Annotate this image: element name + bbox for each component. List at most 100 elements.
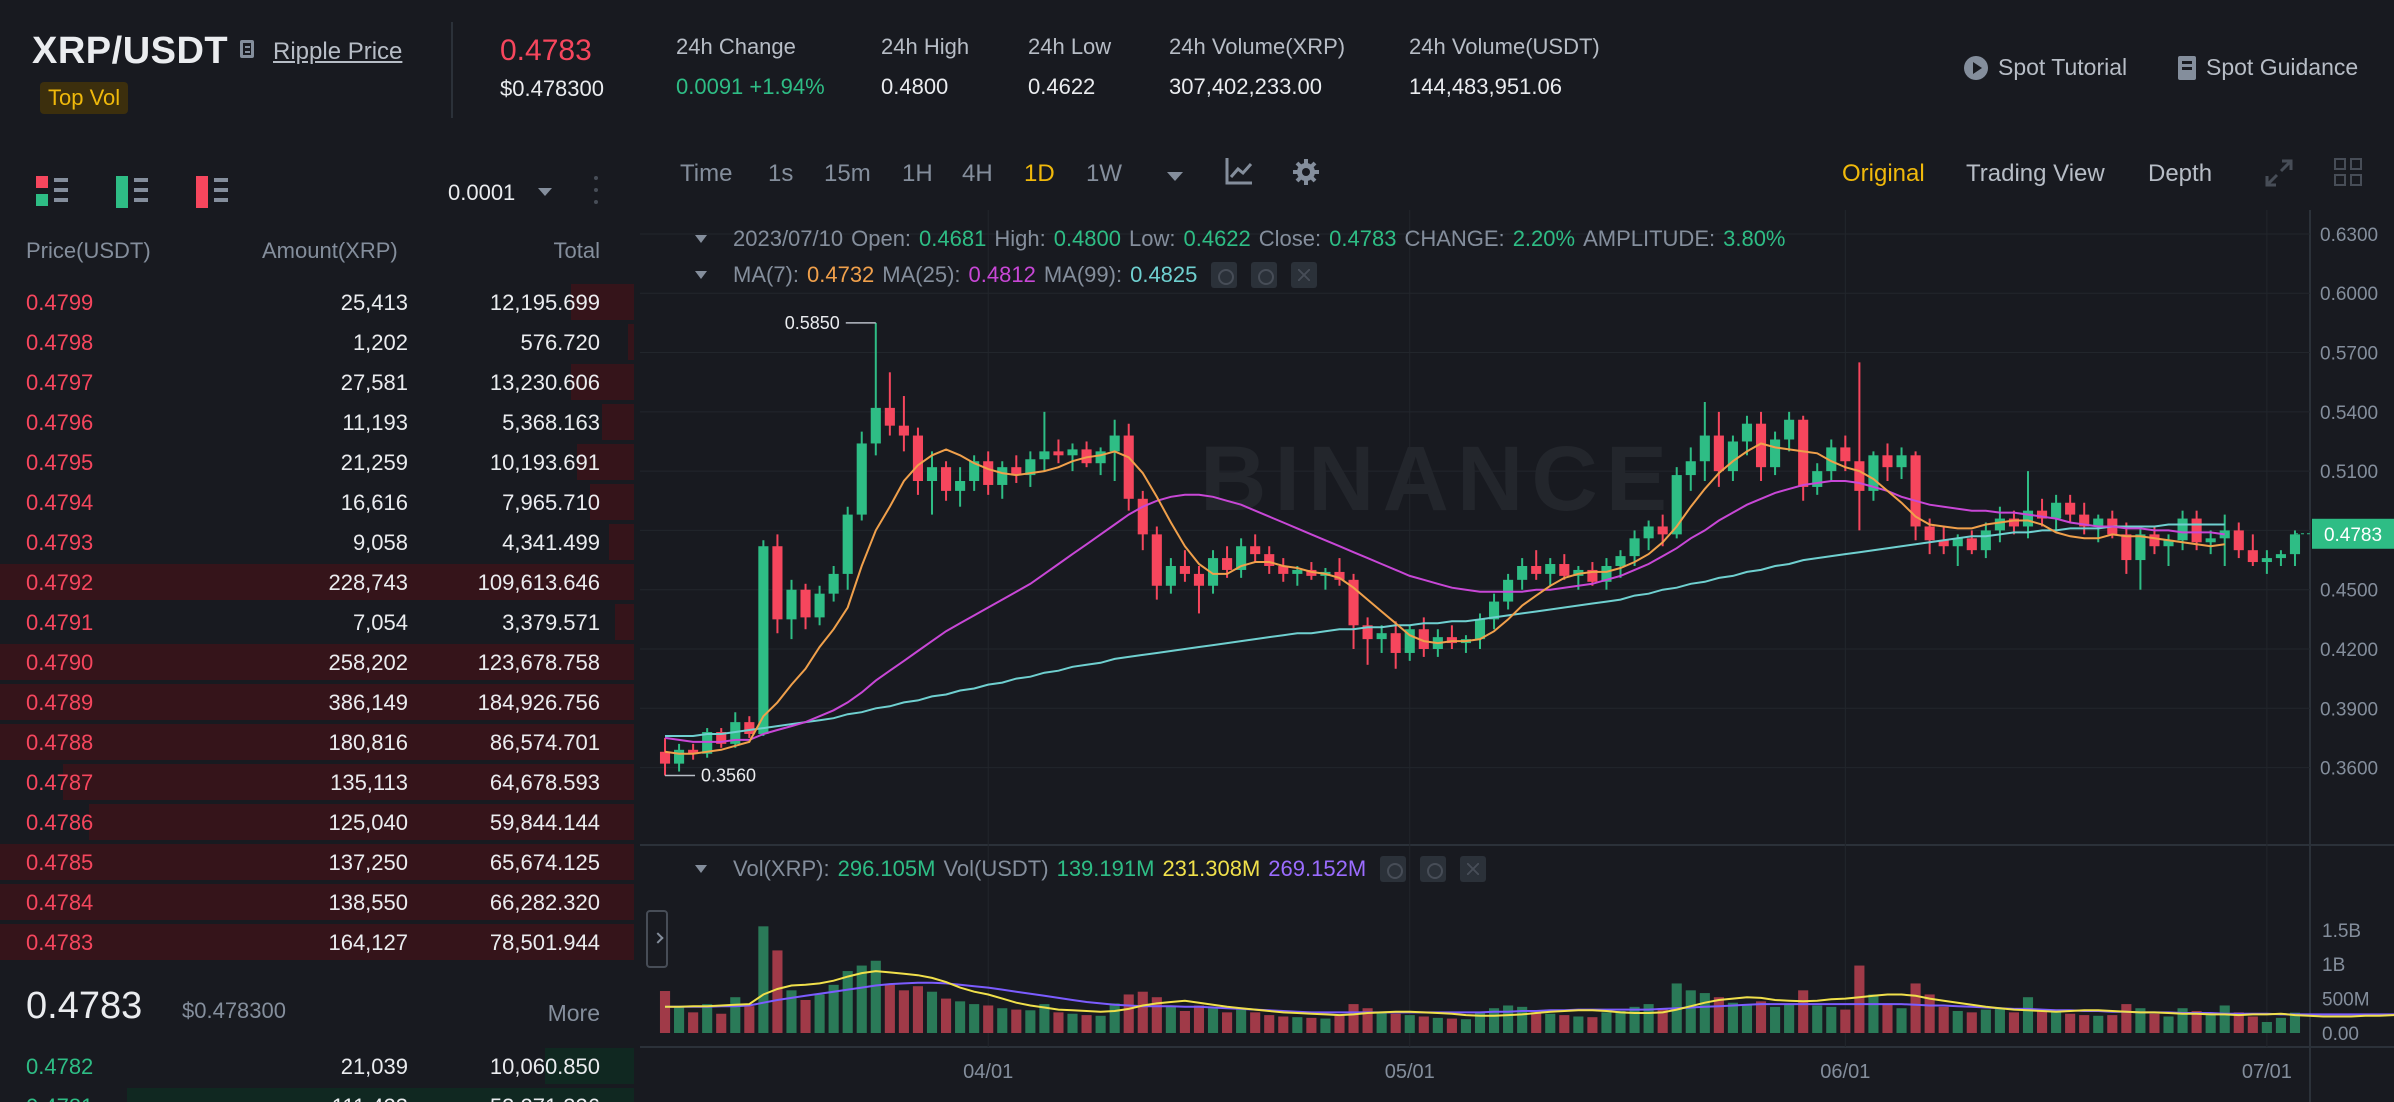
close-icon[interactable] <box>1291 262 1318 288</box>
ask-row[interactable]: 0.4784 138,550 66,282.320 <box>0 882 634 922</box>
candle-body <box>1334 571 1345 580</box>
ask-price: 0.4788 <box>26 730 94 755</box>
candle-body <box>912 435 924 482</box>
ask-total: 13,230.606 <box>489 370 600 395</box>
volume-bar <box>2121 1004 2132 1033</box>
volume-bar <box>2008 1012 2020 1033</box>
ask-price: 0.4798 <box>26 330 94 355</box>
ask-row[interactable]: 0.4791 7,054 3,379.571 <box>0 602 634 642</box>
interval-tab-1s[interactable]: 1s <box>768 160 794 187</box>
depth-bar <box>0 884 634 920</box>
view-tab-depth[interactable]: Depth <box>2148 160 2213 187</box>
ask-total: 109,613.646 <box>477 570 600 595</box>
interval-tab-1d[interactable]: 1D <box>1024 160 1055 187</box>
ask-row[interactable]: 0.4799 25,413 12,195.699 <box>0 282 634 322</box>
stat-24h-volume-usdt: 24h Volume(USDT) 144,483,951.06 <box>1409 34 1600 100</box>
interval-tab-1h[interactable]: 1H <box>902 160 933 187</box>
candle-body <box>1615 556 1626 566</box>
ask-row[interactable]: 0.4793 9,058 4,341.499 <box>0 522 634 562</box>
eye-icon[interactable] <box>1211 262 1238 288</box>
candle-body <box>842 514 853 574</box>
candle-body <box>1165 565 1176 586</box>
chevron-down-icon[interactable] <box>695 271 707 279</box>
ask-row[interactable]: 0.4794 16,616 7,965.710 <box>0 482 634 522</box>
high-label: High: <box>994 226 1046 251</box>
close-icon[interactable] <box>1460 856 1487 882</box>
volume-bar <box>1165 1006 1176 1033</box>
depth-bar <box>602 404 634 440</box>
ripple-price-link[interactable]: Ripple Price <box>273 38 403 65</box>
ask-row[interactable]: 0.4783 164,127 78,501.944 <box>0 922 634 962</box>
ask-row[interactable]: 0.4798 1,202 576.720 <box>0 322 634 362</box>
settings-gear-icon[interactable] <box>1292 158 1320 186</box>
orderbook-both-view-icon[interactable] <box>36 176 68 208</box>
more-options-icon[interactable] <box>594 176 598 180</box>
ask-total: 66,282.320 <box>489 890 600 915</box>
ask-row[interactable]: 0.4796 11,193 5,368.163 <box>0 402 634 442</box>
orderbook-asks-view-icon[interactable] <box>196 176 228 208</box>
eye-icon[interactable] <box>1380 856 1407 882</box>
volume-bar <box>1601 1012 1612 1033</box>
orderbook-bids-view-icon[interactable] <box>116 176 148 208</box>
ask-row[interactable]: 0.4786 125,040 59,844.144 <box>0 802 634 842</box>
ask-row[interactable]: 0.4785 137,250 65,674.125 <box>0 842 634 882</box>
volume-info-line: Vol(XRP): 296.105M Vol(USDT) 139.191M 231.… <box>695 856 1487 882</box>
layout-grid-icon[interactable] <box>2334 158 2364 188</box>
volume-bar <box>659 991 671 1033</box>
volume-bar <box>2079 1015 2090 1033</box>
ask-row[interactable]: 0.4788 180,816 86,574.701 <box>0 722 634 762</box>
bid-row[interactable]: 0.4782 21,039 10,060.850 <box>0 1046 634 1086</box>
candle-body <box>1348 579 1359 626</box>
volume-bar <box>1067 1013 1078 1033</box>
interval-tab-1w[interactable]: 1W <box>1086 160 1122 187</box>
fullscreen-icon[interactable] <box>2264 158 2294 188</box>
low-marker-label: 0.3560 <box>701 765 756 785</box>
depth-bar <box>628 324 634 360</box>
volume-bar <box>786 990 797 1033</box>
more-link[interactable]: More <box>547 1000 600 1026</box>
gear-icon[interactable] <box>1420 856 1447 882</box>
top-vol-badge: Top Vol <box>40 82 129 114</box>
spot-guidance-button[interactable]: Spot Guidance <box>2178 54 2358 81</box>
interval-tab-time[interactable]: Time <box>680 160 733 187</box>
ask-row[interactable]: 0.4787 135,113 64,678.593 <box>0 762 634 802</box>
candle-body <box>1193 573 1205 586</box>
interval-tab-4h[interactable]: 4H <box>962 160 993 187</box>
change-value: 2.20% <box>1512 226 1576 251</box>
kline-chart[interactable]: 0.6300 0.6000 0.5700 0.5400 0.5100 0.4800 0.45… <box>640 210 2394 1102</box>
ask-row[interactable]: 0.4789 386,149 184,926.756 <box>0 682 634 722</box>
volume-bar <box>1882 1004 1893 1033</box>
chevron-down-icon[interactable] <box>695 235 707 243</box>
candle-body <box>1390 633 1401 653</box>
volume-bar <box>1376 1012 1387 1033</box>
document-icon[interactable] <box>240 40 254 58</box>
volume-bar <box>969 1004 980 1033</box>
ask-row[interactable]: 0.4792 228,743 109,613.646 <box>0 562 634 602</box>
indicator-icon[interactable] <box>1224 156 1254 186</box>
view-tab-trading-view[interactable]: Trading View <box>1966 160 2105 187</box>
bid-row[interactable]: 0.4781 111,423 53,271.326 <box>0 1086 634 1102</box>
volume-bar <box>2022 997 2034 1033</box>
volume-bar <box>912 986 924 1033</box>
candle-body <box>1784 419 1795 440</box>
chevron-down-icon[interactable] <box>538 188 552 196</box>
ask-row[interactable]: 0.4790 258,202 123,678.758 <box>0 642 634 682</box>
gear-icon[interactable] <box>1251 262 1278 288</box>
spot-tutorial-button[interactable]: Spot Tutorial <box>1964 54 2127 81</box>
volume-bar <box>1713 997 1724 1033</box>
expand-panel-button[interactable] <box>646 910 668 968</box>
view-tab-original[interactable]: Original <box>1842 160 1925 187</box>
candle-body <box>1039 451 1050 460</box>
candle-body <box>1657 526 1668 535</box>
close-value: 0.4783 <box>1329 226 1397 251</box>
precision-select[interactable]: 0.0001 <box>448 180 516 205</box>
candle-body <box>1924 526 1935 541</box>
depth-bar <box>0 684 634 720</box>
candle-body <box>955 481 966 491</box>
ask-row[interactable]: 0.4797 27,581 13,230.606 <box>0 362 634 402</box>
interval-more-chevron-icon[interactable] <box>1167 172 1183 181</box>
interval-tab-15m[interactable]: 15m <box>824 160 871 187</box>
ask-row[interactable]: 0.4795 21,259 10,193.691 <box>0 442 634 482</box>
volume-bar <box>1109 1003 1120 1033</box>
chevron-down-icon[interactable] <box>695 865 707 873</box>
